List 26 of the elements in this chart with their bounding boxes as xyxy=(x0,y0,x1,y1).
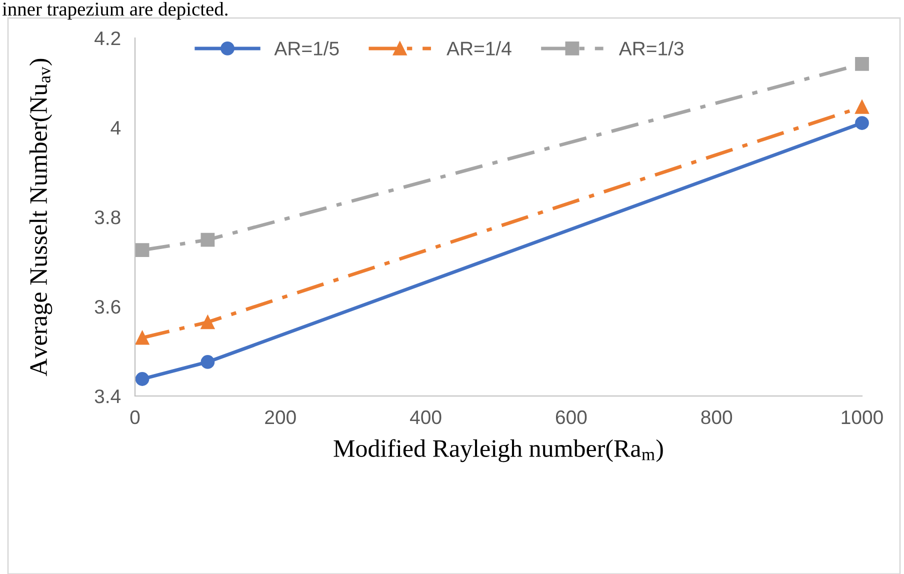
legend-label: AR=1/4 xyxy=(446,41,512,56)
x-tick-label: 200 xyxy=(265,410,296,424)
y-axis-title: Average Nusselt Number(Nu$_{av}$) xyxy=(29,58,52,376)
text: inner trapezium are depicted. xyxy=(2,2,228,20)
y-tick-label: 3.8 xyxy=(94,210,120,224)
point xyxy=(135,372,150,386)
legend-label: AR=1/3 xyxy=(618,41,684,56)
y-tick-label: 4.2 xyxy=(94,31,120,46)
y-tick-label: 3.4 xyxy=(94,389,121,404)
y-tick-label: 4 xyxy=(110,121,121,135)
point xyxy=(135,243,150,258)
point xyxy=(200,315,215,330)
legend-label: AR=1/5 xyxy=(274,41,339,56)
point xyxy=(855,57,869,71)
x-tick-label: 0 xyxy=(130,410,140,424)
x-tick-label: 800 xyxy=(701,410,732,424)
y-tick-label: 3.6 xyxy=(94,300,120,314)
point xyxy=(135,330,150,345)
x-tick-label: 400 xyxy=(410,410,442,424)
point xyxy=(200,355,215,369)
point xyxy=(200,232,215,247)
x-axis-title: Modified Rayleigh number(Ra$_{m}$) xyxy=(334,439,663,462)
point xyxy=(855,100,869,114)
x-tick-label: 600 xyxy=(556,410,587,424)
point xyxy=(855,116,869,130)
x-tick-label: 1000 xyxy=(842,410,883,424)
